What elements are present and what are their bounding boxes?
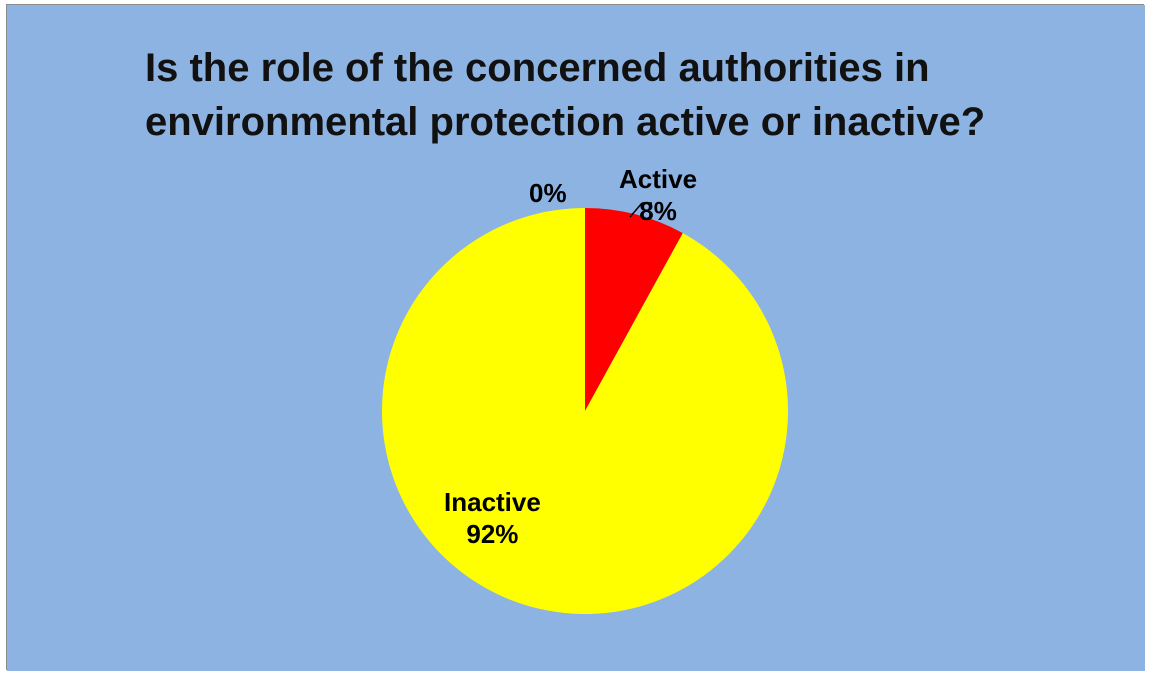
pie-slices xyxy=(382,208,788,614)
data-label-active-percent: 8% xyxy=(639,196,677,226)
data-label-active: Active 8% xyxy=(619,163,697,227)
pie-slice-active xyxy=(585,208,683,411)
data-label-inactive: Inactive 92% xyxy=(444,486,541,550)
active-leader-line xyxy=(629,202,643,218)
pie-slice-inactive xyxy=(382,208,788,614)
data-label-zero-percent: 0% xyxy=(529,178,567,208)
chart-title: Is the role of the concerned authorities… xyxy=(145,46,986,144)
pie-chart xyxy=(7,5,1145,671)
data-label-zero: 0% xyxy=(529,177,567,209)
chart-area: Is the role of the concerned authorities… xyxy=(6,4,1145,671)
data-label-active-category: Active xyxy=(619,164,698,194)
data-label-inactive-percent: 92% xyxy=(466,519,519,549)
data-label-inactive-category: Inactive xyxy=(444,487,541,517)
